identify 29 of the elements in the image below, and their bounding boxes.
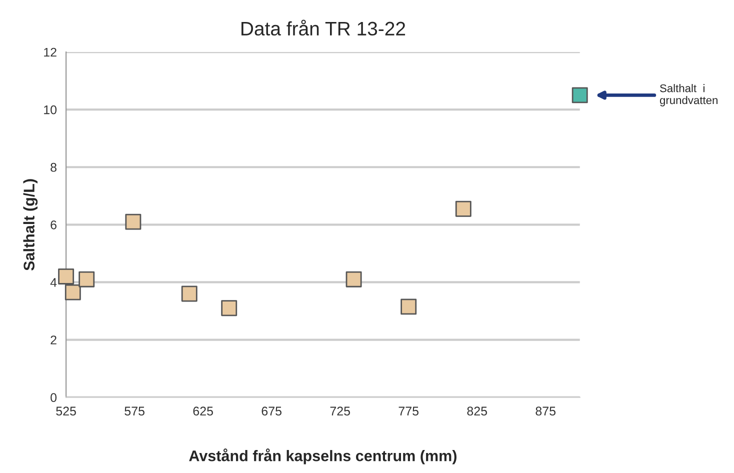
point	[400, 298, 417, 315]
point	[64, 284, 81, 300]
y-axis-title: Salthalt (g/L)	[23, 179, 38, 270]
x-tick-label: 875	[536, 406, 556, 416]
y-tick-label: 2	[50, 336, 56, 344]
x-axis-title: Avstånd från kapselns centrum (mm)	[189, 448, 456, 464]
y-tick-label: 4	[50, 278, 57, 287]
chart-title: Data från TR 13-22	[242, 20, 406, 36]
x-tick-label: 675	[262, 406, 282, 416]
text: Salthalt i grundvatten	[660, 84, 718, 106]
y-tick-label: 10	[44, 105, 57, 114]
x-tick-label: 575	[124, 406, 144, 416]
point	[221, 300, 238, 316]
x-tick-label: 775	[398, 406, 418, 416]
point	[572, 87, 588, 104]
y-tick-label: 6	[50, 220, 56, 230]
x-tick-label: 625	[193, 406, 213, 416]
y-tick-label: 0	[50, 393, 57, 402]
point	[125, 214, 142, 230]
point	[346, 271, 362, 288]
point	[181, 286, 198, 302]
point	[58, 268, 74, 284]
point	[455, 200, 472, 217]
x-tick-label: 725	[330, 406, 350, 416]
y-tick-label: 8	[50, 162, 56, 172]
y-tick-label: 12	[44, 48, 56, 57]
x-tick-label: 825	[467, 406, 488, 416]
x-tick-label: 525	[56, 406, 76, 416]
point	[78, 271, 95, 288]
